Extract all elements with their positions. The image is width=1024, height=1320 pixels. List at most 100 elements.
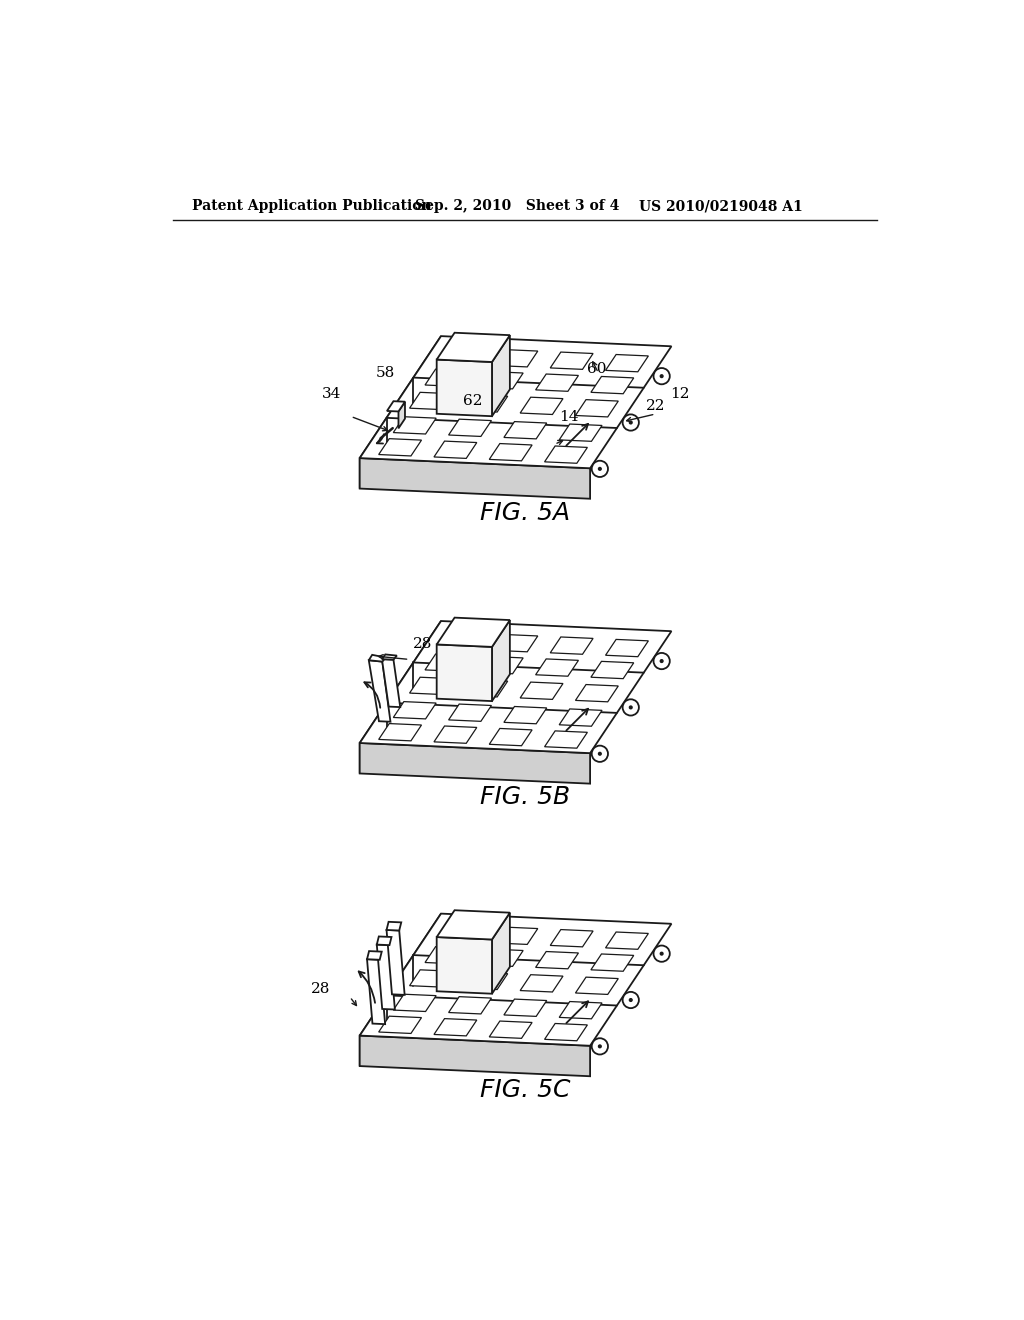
Text: FIG. 5B: FIG. 5B: [479, 785, 570, 809]
Polygon shape: [545, 731, 588, 748]
Polygon shape: [393, 702, 436, 719]
Text: 34: 34: [322, 387, 341, 401]
Circle shape: [630, 706, 632, 709]
Text: 58: 58: [376, 366, 394, 380]
Polygon shape: [393, 994, 436, 1011]
Polygon shape: [434, 441, 477, 458]
Polygon shape: [550, 929, 593, 946]
Polygon shape: [386, 921, 401, 931]
Polygon shape: [434, 1019, 477, 1036]
Circle shape: [653, 945, 670, 962]
Polygon shape: [382, 655, 397, 660]
Polygon shape: [591, 376, 634, 393]
Polygon shape: [559, 1002, 602, 1019]
Polygon shape: [449, 704, 492, 721]
Polygon shape: [387, 401, 404, 412]
Text: 12: 12: [670, 387, 689, 401]
Circle shape: [598, 752, 601, 755]
Polygon shape: [605, 639, 648, 656]
Polygon shape: [605, 932, 648, 949]
Polygon shape: [359, 620, 672, 754]
Polygon shape: [492, 620, 510, 701]
Polygon shape: [436, 333, 510, 362]
Polygon shape: [359, 1036, 590, 1076]
Polygon shape: [367, 952, 382, 960]
Text: FIG. 5A: FIG. 5A: [479, 500, 570, 524]
Circle shape: [598, 467, 601, 470]
Polygon shape: [359, 743, 590, 784]
Polygon shape: [489, 729, 532, 746]
Polygon shape: [359, 913, 441, 1067]
Polygon shape: [575, 685, 618, 702]
Polygon shape: [436, 644, 492, 701]
Polygon shape: [489, 444, 532, 461]
Polygon shape: [379, 723, 422, 741]
Polygon shape: [465, 680, 508, 697]
Polygon shape: [520, 397, 563, 414]
Polygon shape: [559, 709, 602, 726]
Polygon shape: [449, 420, 492, 437]
Polygon shape: [536, 952, 579, 969]
Polygon shape: [410, 392, 453, 409]
Polygon shape: [480, 949, 523, 966]
Polygon shape: [393, 417, 436, 434]
Text: US 2010/0219048 A1: US 2010/0219048 A1: [639, 199, 803, 213]
Polygon shape: [425, 370, 468, 387]
Circle shape: [592, 746, 608, 762]
Text: 62: 62: [463, 395, 482, 408]
Polygon shape: [439, 347, 482, 364]
Polygon shape: [425, 946, 468, 964]
Polygon shape: [591, 954, 634, 972]
Circle shape: [623, 414, 639, 430]
Polygon shape: [386, 931, 404, 995]
Polygon shape: [575, 400, 618, 417]
Polygon shape: [489, 1022, 532, 1039]
Text: 22: 22: [645, 399, 665, 413]
Polygon shape: [377, 936, 391, 945]
Text: 14: 14: [559, 411, 579, 424]
Polygon shape: [439, 632, 482, 649]
Polygon shape: [492, 335, 510, 416]
Text: 28: 28: [311, 982, 331, 995]
Polygon shape: [495, 635, 538, 652]
Polygon shape: [480, 656, 523, 673]
Polygon shape: [550, 352, 593, 370]
Text: Patent Application Publication: Patent Application Publication: [193, 199, 432, 213]
Polygon shape: [439, 925, 482, 942]
Polygon shape: [377, 945, 395, 1010]
Circle shape: [660, 660, 663, 663]
Polygon shape: [436, 937, 492, 994]
Polygon shape: [359, 458, 590, 499]
Polygon shape: [382, 659, 400, 708]
Polygon shape: [425, 653, 468, 672]
Polygon shape: [520, 974, 563, 993]
Circle shape: [653, 653, 670, 669]
Text: FIG. 5C: FIG. 5C: [479, 1078, 570, 1102]
Text: 60: 60: [587, 362, 606, 376]
Polygon shape: [436, 359, 492, 416]
Polygon shape: [379, 1016, 422, 1034]
Polygon shape: [575, 977, 618, 994]
Polygon shape: [449, 997, 492, 1014]
Polygon shape: [591, 661, 634, 678]
Circle shape: [623, 700, 639, 715]
Polygon shape: [434, 726, 477, 743]
Polygon shape: [480, 372, 523, 389]
Polygon shape: [545, 446, 588, 463]
Polygon shape: [465, 395, 508, 412]
Polygon shape: [536, 374, 579, 391]
Polygon shape: [605, 355, 648, 372]
Polygon shape: [504, 999, 547, 1016]
Polygon shape: [367, 960, 385, 1024]
Circle shape: [598, 1045, 601, 1048]
Polygon shape: [559, 424, 602, 441]
Polygon shape: [410, 677, 453, 694]
Polygon shape: [359, 337, 441, 488]
Polygon shape: [359, 620, 441, 774]
Polygon shape: [379, 438, 422, 455]
Polygon shape: [436, 618, 510, 647]
Text: 28: 28: [414, 638, 433, 651]
Circle shape: [623, 991, 639, 1008]
Circle shape: [660, 375, 663, 378]
Polygon shape: [504, 706, 547, 723]
